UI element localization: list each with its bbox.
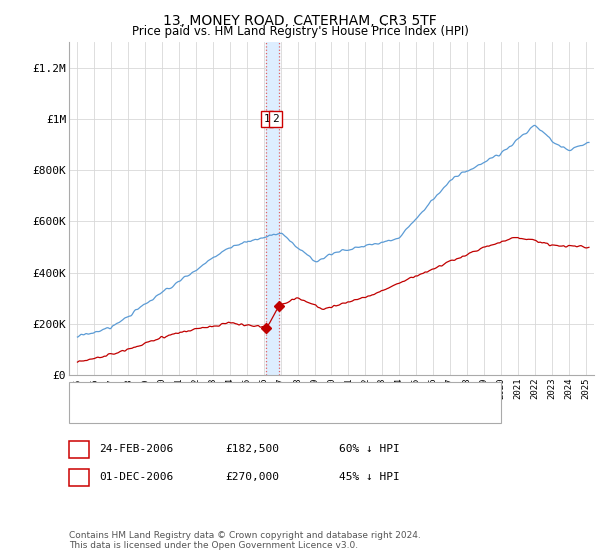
Bar <box>266 42 280 375</box>
Text: 2: 2 <box>76 472 82 482</box>
Text: £182,500: £182,500 <box>225 444 279 454</box>
Text: £270,000: £270,000 <box>225 472 279 482</box>
Text: 24-FEB-2006: 24-FEB-2006 <box>99 444 173 454</box>
Text: 1: 1 <box>263 114 271 124</box>
Text: Price paid vs. HM Land Registry's House Price Index (HPI): Price paid vs. HM Land Registry's House … <box>131 25 469 38</box>
Text: Contains HM Land Registry data © Crown copyright and database right 2024.
This d: Contains HM Land Registry data © Crown c… <box>69 530 421 550</box>
Text: 01-DEC-2006: 01-DEC-2006 <box>99 472 173 482</box>
Text: 45% ↓ HPI: 45% ↓ HPI <box>339 472 400 482</box>
Text: 2: 2 <box>272 114 279 124</box>
Text: 1: 1 <box>76 444 82 454</box>
Text: 60% ↓ HPI: 60% ↓ HPI <box>339 444 400 454</box>
Text: 13, MONEY ROAD, CATERHAM, CR3 5TF (detached house): 13, MONEY ROAD, CATERHAM, CR3 5TF (detac… <box>114 389 414 398</box>
Text: 13, MONEY ROAD, CATERHAM, CR3 5TF: 13, MONEY ROAD, CATERHAM, CR3 5TF <box>163 14 437 28</box>
Text: HPI: Average price, detached house, Tandridge: HPI: Average price, detached house, Tand… <box>114 407 358 417</box>
